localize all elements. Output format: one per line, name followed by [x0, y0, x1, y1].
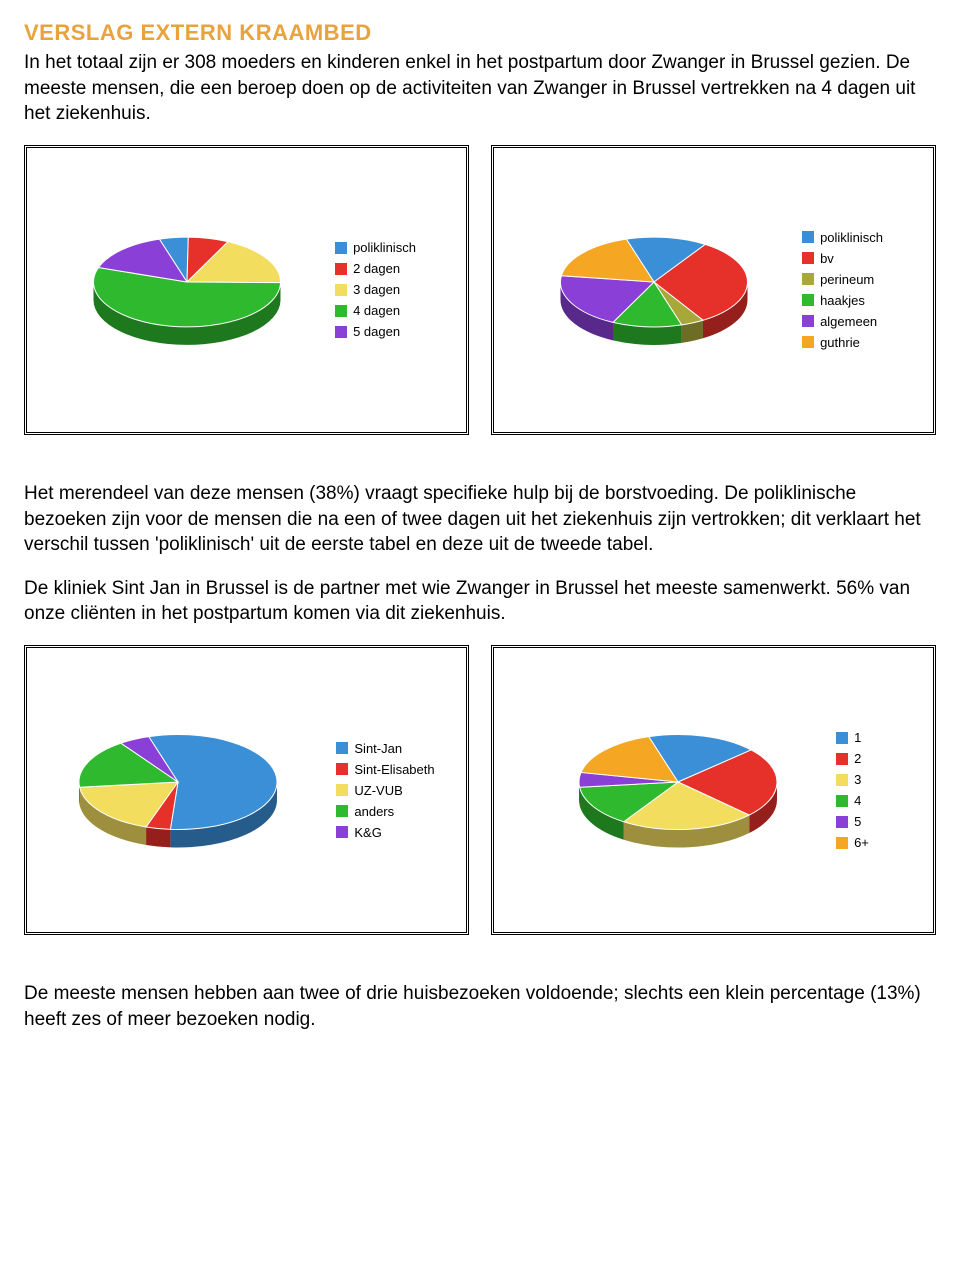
- legend-swatch: [802, 315, 814, 327]
- legend-label: anders: [354, 804, 394, 819]
- legend-swatch: [836, 837, 848, 849]
- legend-swatch: [802, 273, 814, 285]
- legend-swatch: [335, 305, 347, 317]
- legend-label: guthrie: [820, 335, 860, 350]
- chart-box-hulpvraag: poliklinisch bv perineum haakjes algemeen gut…: [491, 145, 936, 435]
- paragraph-2: Het merendeel van deze mensen (38%) vraa…: [24, 481, 936, 558]
- legend-label: haakjes: [820, 293, 865, 308]
- pie-chart-hulpvraag: [544, 205, 784, 375]
- chart-box-ziekenhuis: Sint-Jan Sint-Elisabeth UZ-VUB anders K&G: [24, 645, 469, 935]
- legend-item: Sint-Jan: [336, 741, 434, 756]
- legend-swatch: [335, 326, 347, 338]
- legend-label: perineum: [820, 272, 874, 287]
- legend-swatch: [802, 231, 814, 243]
- legend-item: 6+: [836, 835, 869, 850]
- legend-swatch: [836, 732, 848, 744]
- legend-label: K&G: [354, 825, 381, 840]
- legend-swatch: [836, 795, 848, 807]
- pie-chart-ziekenhuis: [58, 700, 318, 880]
- legend-ziekenhuis: Sint-Jan Sint-Elisabeth UZ-VUB anders K&G: [336, 741, 434, 840]
- paragraph-4: De meeste mensen hebben aan twee of drie…: [24, 981, 936, 1032]
- legend-item: 4: [836, 793, 869, 808]
- chart-row-1: poliklinisch 2 dagen 3 dagen 4 dagen 5 dagen…: [24, 145, 936, 435]
- legend-item: K&G: [336, 825, 434, 840]
- chart-row-2: Sint-Jan Sint-Elisabeth UZ-VUB anders K&G 1 2…: [24, 645, 936, 935]
- legend-label: 5 dagen: [353, 324, 400, 339]
- legend-swatch: [802, 252, 814, 264]
- chart-box-dagen: poliklinisch 2 dagen 3 dagen 4 dagen 5 dagen: [24, 145, 469, 435]
- legend-label: 4: [854, 793, 861, 808]
- legend-swatch: [335, 242, 347, 254]
- legend-label: 2 dagen: [353, 261, 400, 276]
- legend-swatch: [802, 294, 814, 306]
- legend-swatch: [335, 263, 347, 275]
- legend-label: 4 dagen: [353, 303, 400, 318]
- legend-item: poliklinisch: [335, 240, 416, 255]
- legend-swatch: [336, 805, 348, 817]
- legend-label: 1: [854, 730, 861, 745]
- legend-item: UZ-VUB: [336, 783, 434, 798]
- legend-swatch: [336, 826, 348, 838]
- legend-label: Sint-Jan: [354, 741, 402, 756]
- legend-item: 3 dagen: [335, 282, 416, 297]
- legend-dagen: poliklinisch 2 dagen 3 dagen 4 dagen 5 dagen: [335, 240, 416, 339]
- legend-swatch: [802, 336, 814, 348]
- legend-label: Sint-Elisabeth: [354, 762, 434, 777]
- legend-item: haakjes: [802, 293, 883, 308]
- legend-item: guthrie: [802, 335, 883, 350]
- pie-chart-bezoeken: [558, 700, 818, 880]
- legend-item: bv: [802, 251, 883, 266]
- intro-paragraph-1: In het totaal zijn er 308 moeders en kin…: [24, 50, 936, 127]
- legend-swatch: [836, 816, 848, 828]
- legend-item: 2: [836, 751, 869, 766]
- legend-hulpvraag: poliklinisch bv perineum haakjes algemeen gut…: [802, 230, 883, 350]
- legend-label: UZ-VUB: [354, 783, 402, 798]
- page-title: VERSLAG EXTERN KRAAMBED: [24, 20, 936, 46]
- legend-item: 3: [836, 772, 869, 787]
- chart-box-bezoeken: 1 2 3 4 5 6+: [491, 645, 936, 935]
- legend-item: algemeen: [802, 314, 883, 329]
- legend-item: 1: [836, 730, 869, 745]
- legend-bezoeken: 1 2 3 4 5 6+: [836, 730, 869, 850]
- legend-swatch: [836, 753, 848, 765]
- legend-swatch: [336, 763, 348, 775]
- legend-label: bv: [820, 251, 834, 266]
- legend-label: algemeen: [820, 314, 877, 329]
- legend-label: poliklinisch: [820, 230, 883, 245]
- legend-label: 6+: [854, 835, 869, 850]
- legend-swatch: [335, 284, 347, 296]
- legend-label: 2: [854, 751, 861, 766]
- legend-item: Sint-Elisabeth: [336, 762, 434, 777]
- legend-label: 5: [854, 814, 861, 829]
- legend-item: 5 dagen: [335, 324, 416, 339]
- legend-item: 5: [836, 814, 869, 829]
- legend-label: poliklinisch: [353, 240, 416, 255]
- legend-label: 3: [854, 772, 861, 787]
- paragraph-3: De kliniek Sint Jan in Brussel is de par…: [24, 576, 936, 627]
- pie-chart-dagen: [77, 205, 317, 375]
- legend-item: 2 dagen: [335, 261, 416, 276]
- legend-swatch: [836, 774, 848, 786]
- legend-swatch: [336, 742, 348, 754]
- legend-item: anders: [336, 804, 434, 819]
- legend-item: poliklinisch: [802, 230, 883, 245]
- legend-item: 4 dagen: [335, 303, 416, 318]
- legend-swatch: [336, 784, 348, 796]
- legend-label: 3 dagen: [353, 282, 400, 297]
- legend-item: perineum: [802, 272, 883, 287]
